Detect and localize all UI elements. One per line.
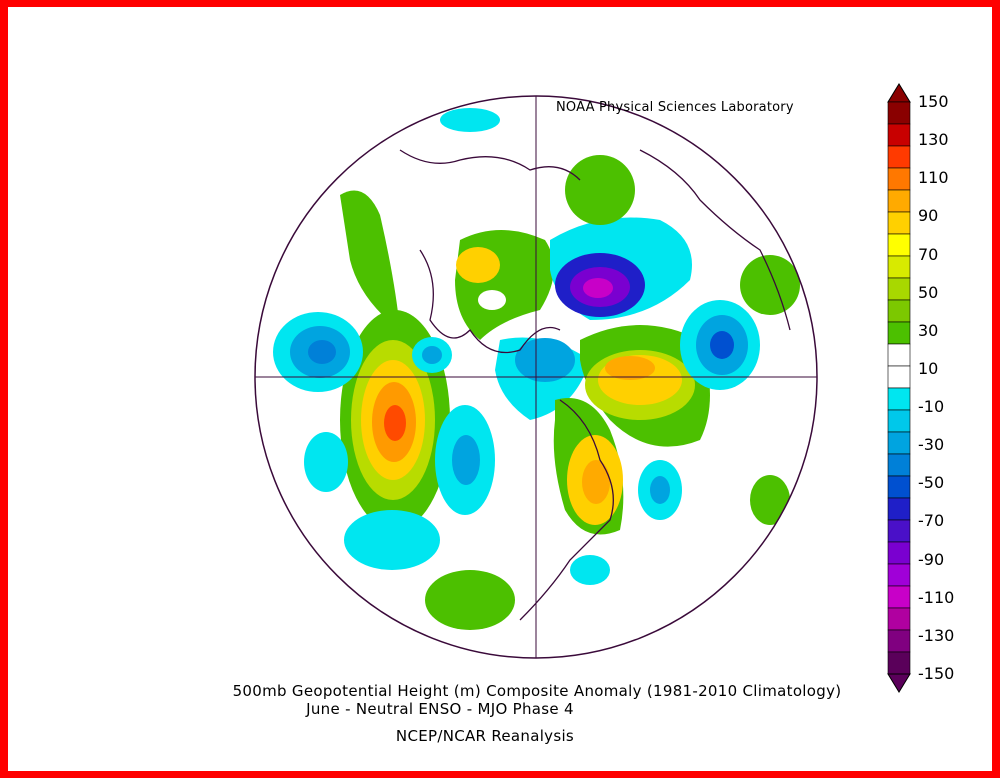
title-line-3: NCEP/NCAR Reanalysis: [395, 727, 575, 745]
colorbar-tick-label: -70: [918, 511, 945, 531]
colorbar-swatch: [887, 167, 911, 191]
map-boundary-circle: [254, 95, 818, 659]
colorbar-tick-label: -10: [918, 397, 945, 417]
colorbar-swatch: [887, 453, 911, 477]
colorbar-tick-label: -130: [918, 625, 955, 645]
colorbar-top-arrow: [887, 83, 911, 103]
coastline: [419, 249, 561, 354]
colorbar-bottom-arrow: [887, 673, 911, 693]
colorbar-tick-label: 130: [918, 130, 949, 150]
colorbar-swatch: [887, 101, 911, 125]
colorbar-tick-label: 90: [918, 206, 939, 226]
colorbar-tick-label: 50: [918, 282, 939, 302]
colorbar-swatch: [887, 431, 911, 455]
colorbar-tick-label: 150: [918, 92, 949, 111]
colorbar-swatch: [887, 387, 911, 411]
colorbar-tick-label: -150: [918, 664, 955, 683]
colorbar-swatch: [887, 497, 911, 521]
colorbar-swatch: [887, 299, 911, 323]
colorbar-swatch: [887, 189, 911, 213]
colorbar-tick-label: 110: [918, 168, 949, 188]
title-line-1: 500mb Geopotential Height (m) Composite …: [232, 682, 842, 700]
colorbar-swatch: [887, 409, 911, 433]
colorbar-swatch: [887, 475, 911, 499]
colorbar-swatch: [887, 365, 911, 389]
colorbar-swatch: [887, 145, 911, 169]
colorbar-swatch: [887, 563, 911, 587]
colorbar-tick-label: -90: [918, 549, 945, 569]
colorbar-swatch: [887, 255, 911, 279]
colorbar-swatch: [887, 123, 911, 147]
anomaly-field: [255, 96, 817, 658]
colorbar-swatch: [887, 585, 911, 609]
colorbar-swatch: [887, 541, 911, 565]
colorbar-tick-label: -110: [918, 587, 955, 607]
colorbar-swatch: [887, 321, 911, 345]
colorbar-swatch: [887, 651, 911, 675]
colorbar-swatch: [887, 607, 911, 631]
colorbar-swatch: [887, 519, 911, 543]
colorbar-swatch: [887, 277, 911, 301]
colorbar-swatch: [887, 629, 911, 653]
title-line-2: June - Neutral ENSO - MJO Phase 4: [306, 700, 574, 718]
colorbar-swatch: [887, 211, 911, 235]
colorbar-tick-label: 10: [918, 358, 939, 378]
credit-label: NOAA Physical Sciences Laboratory: [556, 100, 794, 115]
colorbar-tick-label: 30: [918, 320, 939, 340]
colorbar-tick-label: -30: [918, 435, 945, 455]
colorbar-swatch: [887, 233, 911, 257]
colorbar-tick-label: -50: [918, 473, 945, 493]
colorbar-tick-label: 70: [918, 244, 939, 264]
colorbar: [887, 83, 911, 693]
colorbar-swatch: [887, 343, 911, 367]
